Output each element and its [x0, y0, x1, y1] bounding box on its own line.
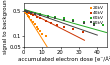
40kV	[50, 22, 52, 23]
80kV	[27, 11, 28, 12]
40kV	[82, 32, 83, 33]
20kV	[41, 33, 43, 34]
60kV	[102, 25, 104, 26]
80kV	[25, 11, 26, 12]
40kV	[39, 18, 41, 19]
80kV	[84, 23, 85, 24]
80kV	[30, 12, 32, 13]
80kV	[47, 16, 49, 17]
40kV	[63, 27, 65, 28]
40kV	[30, 14, 32, 15]
20kV	[36, 27, 38, 28]
X-axis label: accumulated electron dose [e⁻/Å²]: accumulated electron dose [e⁻/Å²]	[18, 56, 110, 62]
80kV	[93, 24, 94, 25]
20kV	[32, 21, 34, 22]
20kV	[28, 17, 30, 18]
60kV	[72, 20, 74, 21]
80kV	[72, 21, 74, 22]
80kV	[34, 14, 36, 15]
80kV	[39, 15, 41, 16]
80kV	[63, 19, 65, 20]
20kV	[39, 31, 41, 32]
40kV	[25, 11, 26, 12]
60kV	[84, 21, 85, 22]
20kV	[23, 10, 25, 11]
80kV	[54, 17, 56, 19]
20kV	[34, 23, 36, 24]
20kV	[30, 19, 32, 20]
20kV	[38, 28, 39, 29]
40kV	[72, 28, 74, 29]
60kV	[54, 17, 56, 18]
40kV	[27, 12, 28, 13]
60kV	[63, 18, 65, 19]
60kV	[39, 14, 41, 15]
60kV	[27, 11, 28, 12]
60kV	[25, 10, 26, 11]
60kV	[30, 12, 32, 13]
Legend: 20kV, 40kV, 60kV, 80kV: 20kV, 40kV, 60kV, 80kV	[90, 6, 104, 25]
20kV	[24, 11, 26, 12]
40kV	[28, 13, 30, 14]
40kV	[32, 15, 34, 16]
Y-axis label: signal to background: signal to background	[4, 0, 8, 54]
80kV	[23, 10, 25, 11]
60kV	[23, 10, 25, 11]
20kV	[45, 36, 47, 37]
20kV	[27, 14, 28, 15]
60kV	[34, 13, 36, 14]
20kV	[27, 15, 29, 16]
20kV	[26, 13, 27, 14]
40kV	[23, 10, 25, 11]
40kV	[56, 24, 58, 25]
60kV	[47, 15, 49, 16]
60kV	[93, 23, 94, 24]
40kV	[36, 17, 38, 18]
40kV	[45, 20, 47, 21]
